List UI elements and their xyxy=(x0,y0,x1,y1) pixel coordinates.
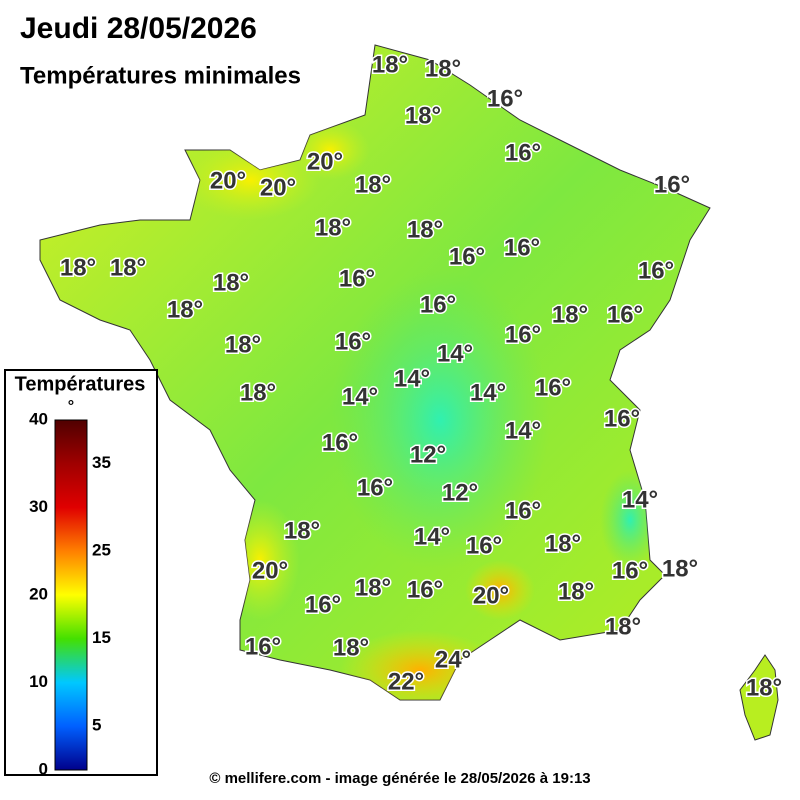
temperature-label: 18° xyxy=(110,254,146,281)
temperature-label: 16° xyxy=(449,243,485,270)
temperature-label: 16° xyxy=(505,139,541,166)
temperature-label: 16° xyxy=(505,321,541,348)
temperature-label: 20° xyxy=(307,148,343,175)
temperature-label: 20° xyxy=(473,582,509,609)
temperature-label: 18° xyxy=(407,216,443,243)
temperature-label: 14° xyxy=(470,379,506,406)
temperature-label: 16° xyxy=(407,576,443,603)
temperature-label: 20° xyxy=(260,174,296,201)
legend-ticks: 40 30 20 10 0 35 25 15 5 xyxy=(29,409,111,778)
temperature-label: 18° xyxy=(405,102,441,129)
temperature-label: 18° xyxy=(213,269,249,296)
temperature-label: 22° xyxy=(388,668,424,695)
temperature-label: 16° xyxy=(466,532,502,559)
temperature-label: 16° xyxy=(504,234,540,261)
temperature-label: 16° xyxy=(339,265,375,292)
temperature-label: 12° xyxy=(442,479,478,506)
temperature-label: 18° xyxy=(225,331,261,358)
footer: © mellifere.com - image générée le 28/05… xyxy=(209,770,590,787)
temperature-label: 16° xyxy=(487,85,523,112)
temperature-label: 18° xyxy=(746,674,782,701)
temperature-label: 16° xyxy=(305,591,341,618)
temperature-label: 16° xyxy=(357,474,393,501)
corsica xyxy=(739,654,779,741)
legend-tick-label: 40 xyxy=(29,409,48,428)
temperature-label: 18° xyxy=(333,634,369,661)
temperature-label: 18° xyxy=(662,555,698,582)
temperature-label: 14° xyxy=(505,417,541,444)
temperature-label: 20° xyxy=(252,557,288,584)
legend: Températures ° 40 30 20 10 0 35 25 15 5 xyxy=(4,369,158,778)
temperature-label: 20° xyxy=(210,167,246,194)
temperature-label: 18° xyxy=(552,301,588,328)
legend-unit: ° xyxy=(68,398,74,415)
temperature-label: 18° xyxy=(355,574,391,601)
legend-title: Températures xyxy=(15,373,146,395)
temperature-label: 18° xyxy=(60,254,96,281)
legend-tick-label: 30 xyxy=(29,497,48,516)
temperature-label: 16° xyxy=(612,557,648,584)
temperature-label: 18° xyxy=(240,379,276,406)
temperature-label: 12° xyxy=(410,441,446,468)
temperature-label: 16° xyxy=(335,328,371,355)
legend-tick-label: 10 xyxy=(29,672,48,691)
temperature-label: 18° xyxy=(284,517,320,544)
legend-tick-label: 25 xyxy=(92,541,111,560)
legend-tick-label: 0 xyxy=(39,759,48,778)
temperature-label: 14° xyxy=(342,383,378,410)
temperature-label: 16° xyxy=(604,405,640,432)
temperature-label: 18° xyxy=(605,613,641,640)
temperature-label: 18° xyxy=(355,171,391,198)
temperature-label: 16° xyxy=(638,257,674,284)
temperature-label: 14° xyxy=(437,340,473,367)
temperature-label: 16° xyxy=(322,429,358,456)
subtitle: Températures minimales xyxy=(20,62,301,89)
color-scale xyxy=(54,419,88,771)
temperature-label: 18° xyxy=(372,51,408,78)
temperature-label: 16° xyxy=(420,291,456,318)
title: Jeudi 28/05/2026 xyxy=(20,12,257,45)
temperature-labels: 18° 18°16°18°16°20°20° 20° 18° 16°18° 18°16° 1… xyxy=(58,50,783,703)
temperature-label: 14° xyxy=(622,486,658,513)
temperature-label: 18° xyxy=(315,214,351,241)
legend-tick-label: 15 xyxy=(92,628,111,647)
temperature-label: 18° xyxy=(558,578,594,605)
temperature-label: 18° xyxy=(425,55,461,82)
legend-tick-label: 5 xyxy=(92,716,101,735)
temperature-label: 16° xyxy=(505,497,541,524)
temperature-label: 14° xyxy=(414,523,450,550)
legend-tick-label: 20 xyxy=(29,584,48,603)
temperature-label: 18° xyxy=(167,296,203,323)
temperature-label: 16° xyxy=(654,171,690,198)
temperature-label: 14° xyxy=(394,365,430,392)
legend-tick-label: 35 xyxy=(92,453,111,472)
temperature-label: 16° xyxy=(245,633,281,660)
temperature-label: 16° xyxy=(535,374,571,401)
temperature-label: 18° xyxy=(545,530,581,557)
temperature-label: 16° xyxy=(607,301,643,328)
temperature-label: 24° xyxy=(435,646,471,673)
